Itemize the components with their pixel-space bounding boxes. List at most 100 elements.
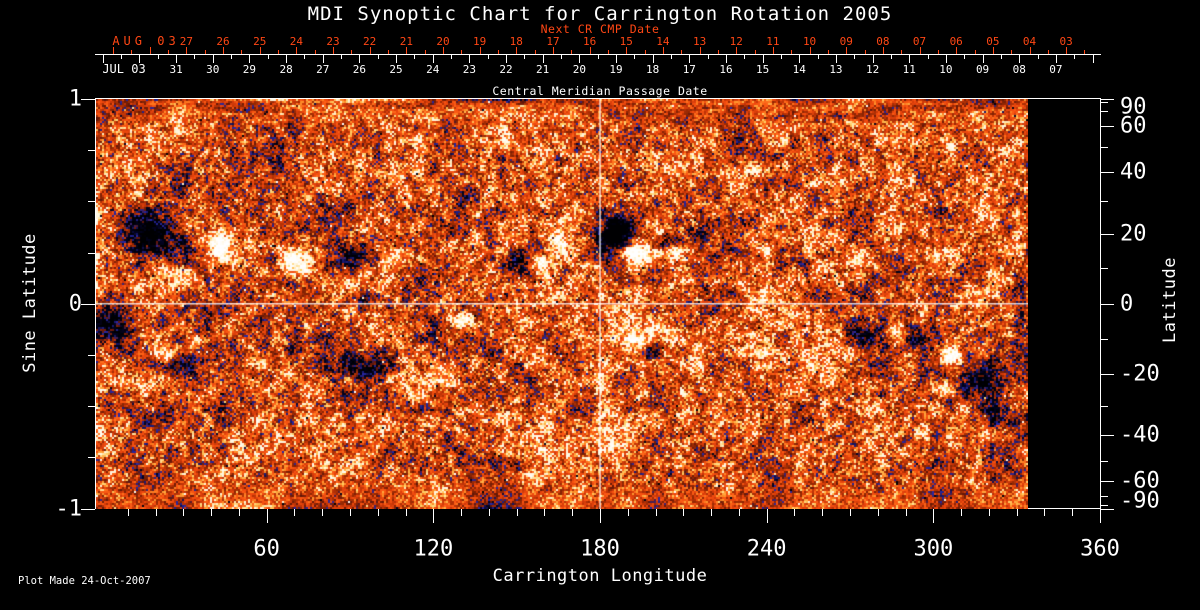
tick-label: 10 xyxy=(802,35,817,48)
tick xyxy=(139,55,141,63)
tick xyxy=(627,509,629,516)
tick xyxy=(561,55,562,59)
tick xyxy=(652,55,654,63)
tick-label: 21 xyxy=(536,63,550,76)
tick xyxy=(322,55,324,63)
tick xyxy=(626,47,628,54)
tick-label: 11 xyxy=(766,35,780,48)
tick xyxy=(1101,146,1108,148)
tick xyxy=(488,509,490,516)
tick-label: 26 xyxy=(352,63,367,76)
tick xyxy=(442,47,444,54)
tick xyxy=(571,50,573,54)
x-axis-title: Carrington Longitude xyxy=(492,566,708,586)
tick-label: 12 xyxy=(865,63,880,76)
tick-label: 120 xyxy=(413,536,454,562)
tick xyxy=(451,55,453,59)
tick-label: 11 xyxy=(902,63,916,76)
tick xyxy=(1101,268,1108,270)
tick xyxy=(81,303,95,305)
tick-label: 05 xyxy=(986,35,1000,48)
tick xyxy=(127,509,129,516)
tick-label: 20 xyxy=(1120,221,1147,247)
tick xyxy=(1101,435,1114,437)
tick-label: 60 xyxy=(1120,113,1147,139)
tick xyxy=(927,55,929,59)
tick xyxy=(634,55,636,59)
tick-label: 24 xyxy=(426,63,440,76)
tick xyxy=(176,55,178,63)
tick xyxy=(589,47,591,54)
tick xyxy=(516,47,518,54)
tick xyxy=(131,50,133,54)
tick xyxy=(772,47,774,54)
tick xyxy=(744,55,746,59)
tick xyxy=(1084,50,1086,54)
tick xyxy=(1072,509,1074,516)
tick xyxy=(1011,50,1013,54)
tick xyxy=(1055,55,1057,63)
tick xyxy=(241,50,243,54)
tick xyxy=(433,509,435,523)
tick xyxy=(1016,509,1018,516)
tick xyxy=(497,50,499,54)
tick xyxy=(183,509,185,516)
tick-label: 20 xyxy=(572,63,586,76)
tick xyxy=(121,55,123,59)
tick xyxy=(396,55,398,63)
tick-label: 10 xyxy=(939,63,953,76)
tick xyxy=(872,55,874,63)
tick xyxy=(1101,126,1114,128)
tick-label: 13 xyxy=(692,35,707,48)
tick-label: 07 xyxy=(912,35,927,48)
tick-label: 04 xyxy=(1022,35,1037,48)
tick xyxy=(905,509,907,516)
tick xyxy=(469,55,471,63)
tick xyxy=(1101,406,1108,408)
tick xyxy=(479,47,481,54)
tick xyxy=(155,509,157,516)
tick-label: 90 xyxy=(1120,94,1147,120)
chart-title: MDI Synoptic Chart for Carrington Rotati… xyxy=(307,3,893,25)
tick xyxy=(350,509,351,516)
tick xyxy=(717,50,719,54)
tick xyxy=(1074,55,1076,59)
tick-label: 19 xyxy=(609,63,623,76)
tick xyxy=(992,47,994,54)
tick xyxy=(736,47,738,54)
tick xyxy=(88,354,95,356)
right-axis-title: Latitude xyxy=(1160,257,1180,343)
tick-label: 27 xyxy=(179,35,193,48)
tick xyxy=(1101,508,1114,510)
tick xyxy=(988,509,990,516)
tick xyxy=(294,509,296,516)
tick xyxy=(351,50,353,54)
tick-label: -20 xyxy=(1120,361,1160,387)
tick xyxy=(333,47,335,54)
tick xyxy=(909,55,911,63)
tick-label: 14 xyxy=(792,63,806,76)
tick xyxy=(461,509,463,516)
tick xyxy=(266,509,268,523)
tick xyxy=(1101,111,1108,113)
white-month-label: JUL 03 xyxy=(102,62,146,76)
tick xyxy=(754,50,756,54)
tick xyxy=(516,509,518,516)
tick xyxy=(88,201,95,203)
tick xyxy=(377,55,379,59)
tick xyxy=(766,509,768,523)
tick xyxy=(231,55,233,59)
tick xyxy=(1101,373,1114,375)
tick xyxy=(1092,55,1094,63)
tick xyxy=(681,50,683,54)
tick xyxy=(81,508,95,510)
tick-label: 1 xyxy=(68,86,82,112)
tick xyxy=(762,55,764,63)
tick xyxy=(102,55,104,63)
tick xyxy=(249,55,251,63)
tick xyxy=(341,55,343,59)
tick xyxy=(1044,509,1046,516)
tick xyxy=(194,55,196,59)
tick xyxy=(822,509,824,516)
tick xyxy=(1101,505,1108,507)
